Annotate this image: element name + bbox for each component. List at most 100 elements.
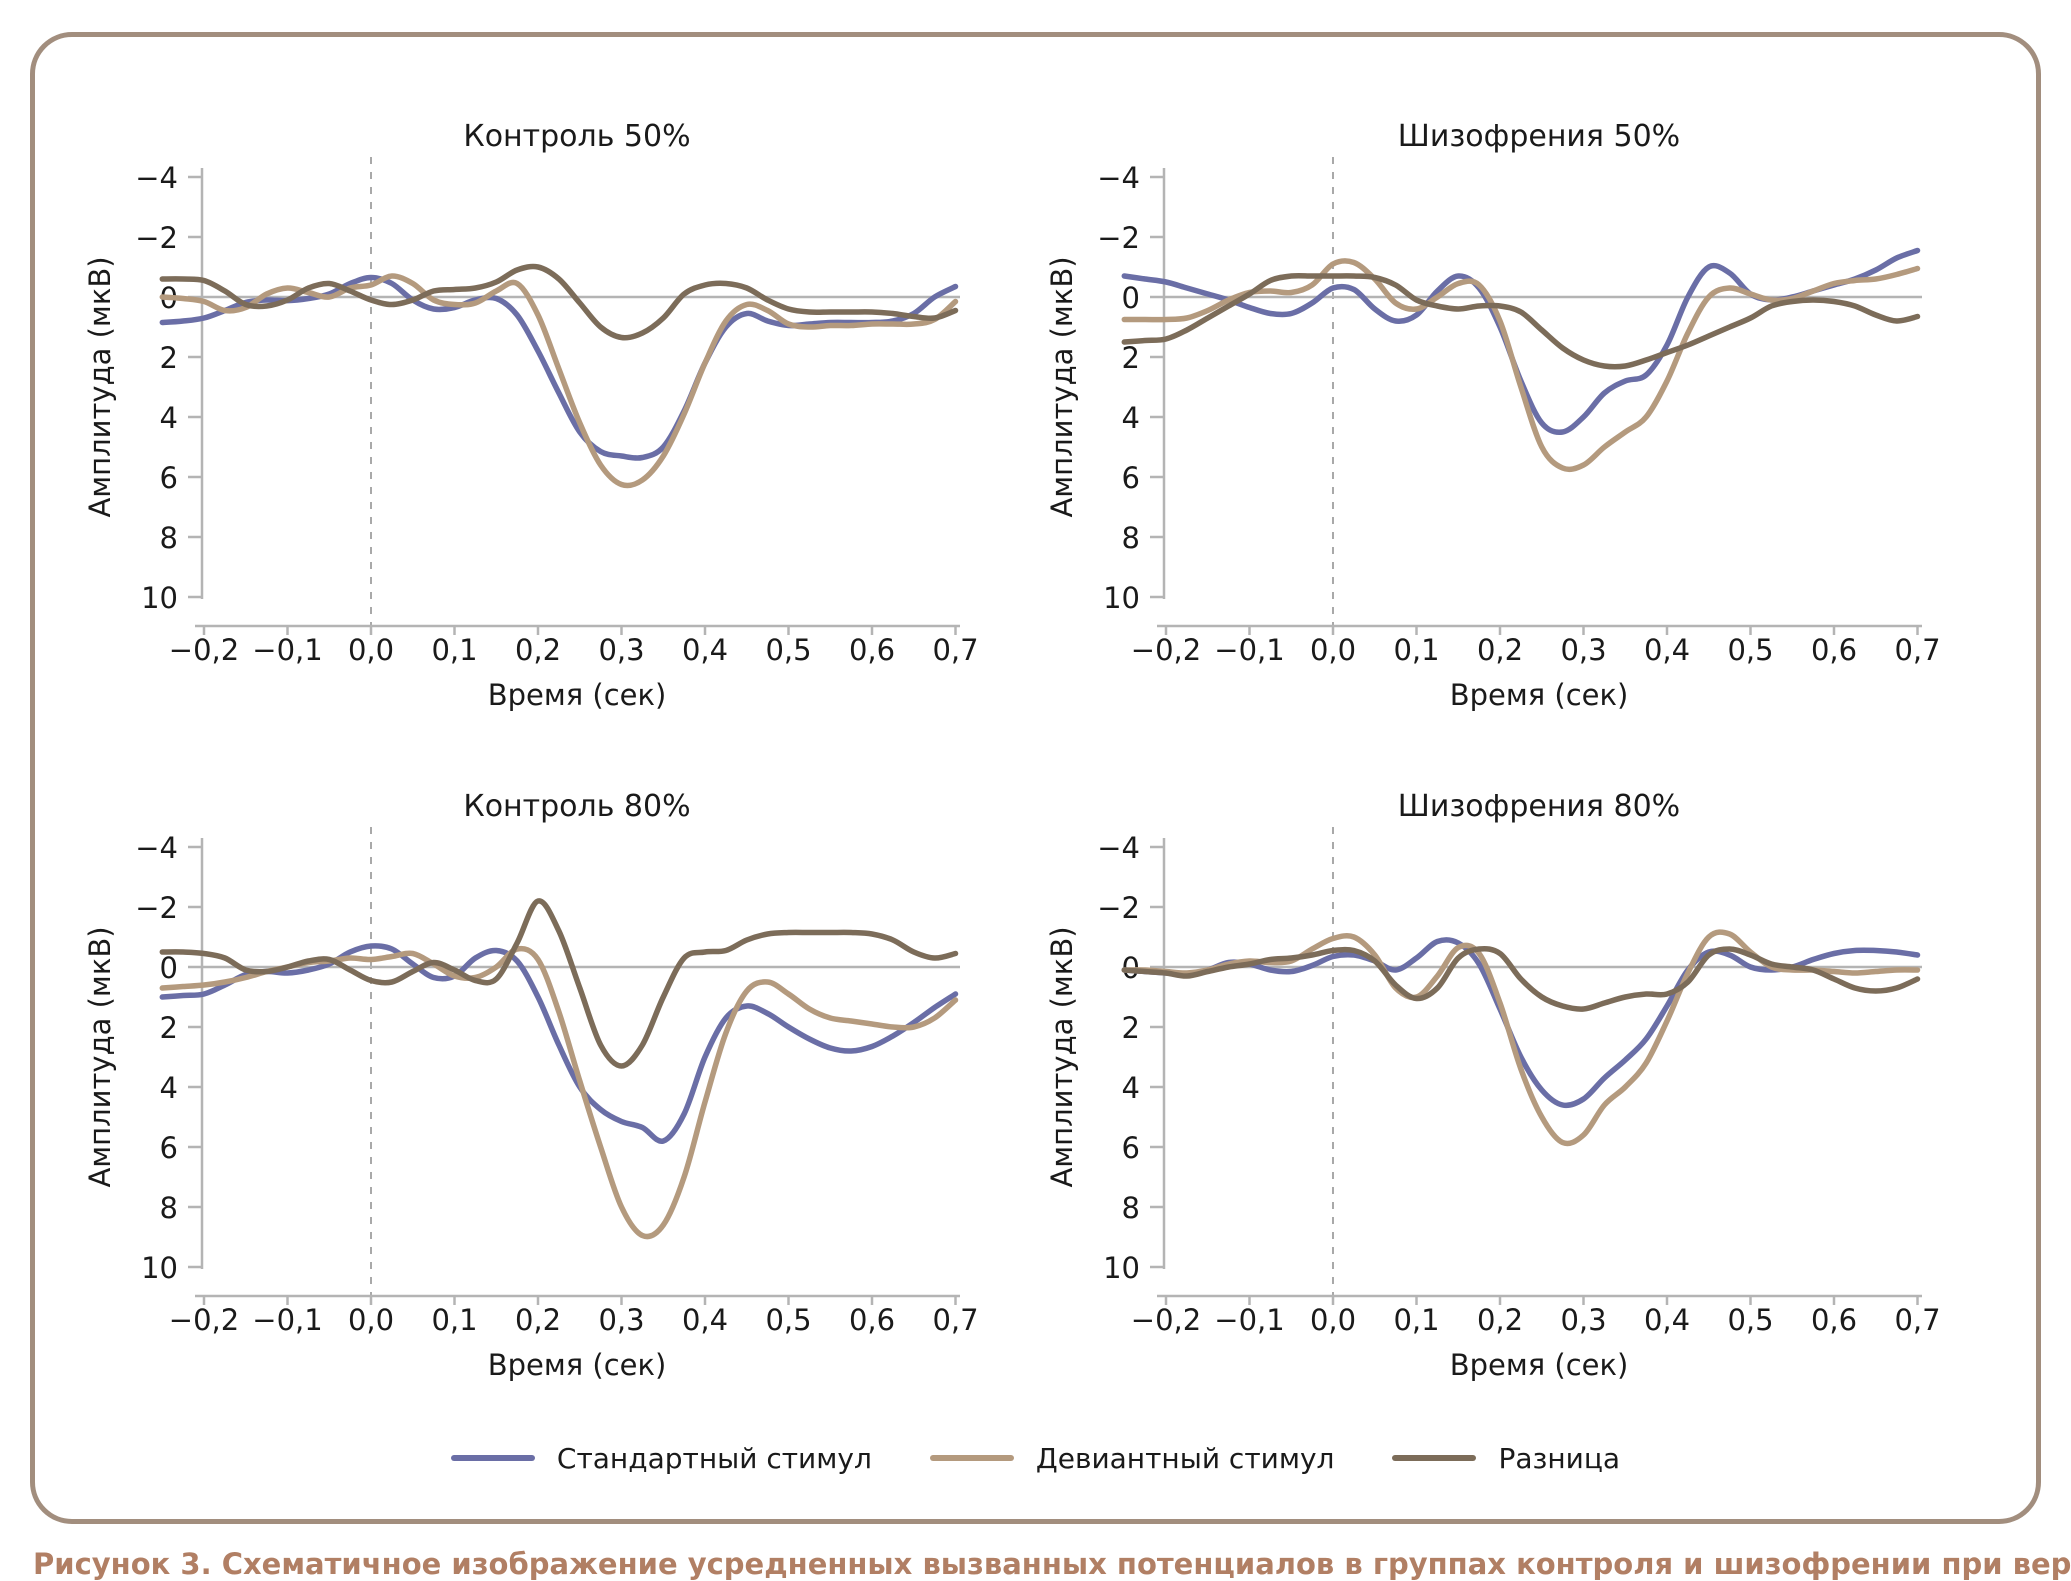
y-axis-label: Амплитуда (мкВ)	[83, 926, 117, 1187]
x-tick-label: −0,1	[1214, 1303, 1284, 1337]
y-tick-label: 8	[160, 1191, 178, 1225]
x-tick-label: 0,2	[1477, 1303, 1523, 1337]
y-tick-label: 6	[1122, 461, 1140, 495]
x-tick-label: 0,5	[765, 633, 811, 667]
legend: Стандартный стимул Девиантный стимул Раз…	[0, 1430, 2071, 1486]
x-tick-label: 0,5	[1727, 633, 1773, 667]
y-tick-label: 10	[1103, 581, 1140, 615]
y-tick-label: −4	[135, 161, 178, 195]
y-tick-label: 8	[1122, 521, 1140, 555]
deviant-stimulus-line-swatch	[929, 1455, 1014, 1461]
figure-caption: Рисунок 3. Схематичное изображение усред…	[33, 1547, 2071, 1581]
series-line-1	[159, 273, 959, 489]
y-tick-label: 4	[160, 1071, 178, 1105]
x-tick-label: 0,4	[682, 633, 728, 667]
x-tick-label: −0,1	[252, 633, 322, 667]
x-tick-label: 0,7	[932, 1303, 978, 1337]
x-tick-label: 0,1	[1393, 1303, 1439, 1337]
x-tick-label: 0,3	[598, 633, 644, 667]
x-axis-label: Время (сек)	[1450, 1348, 1629, 1382]
y-tick-label: 6	[160, 1131, 178, 1165]
x-tick-label: 0,6	[1811, 633, 1857, 667]
y-tick-label: −2	[135, 891, 178, 925]
y-tick-label: 8	[160, 521, 178, 555]
x-tick-label: 0,6	[849, 1303, 895, 1337]
x-tick-label: 0,4	[1644, 1303, 1690, 1337]
x-tick-label: 0,5	[765, 1303, 811, 1337]
legend-item-label: Стандартный стимул	[556, 1441, 872, 1475]
x-tick-label: −0,2	[169, 1303, 239, 1337]
x-axis-label: Время (сек)	[488, 678, 667, 712]
y-tick-label: 0	[160, 951, 178, 985]
series-line-1	[1121, 258, 1921, 473]
x-tick-label: 0,7	[1894, 1303, 1940, 1337]
x-tick-label: −0,2	[1131, 1303, 1201, 1337]
series-line-2	[159, 263, 959, 341]
x-tick-label: 0,1	[1393, 633, 1439, 667]
y-axis-label: Амплитуда (мкВ)	[1045, 926, 1079, 1187]
x-tick-label: 0,3	[1560, 1303, 1606, 1337]
y-tick-label: 2	[1122, 1011, 1140, 1045]
chart-title: Контроль 50%	[463, 119, 690, 154]
series-line-1	[159, 945, 959, 1240]
legend-item-label: Разница	[1498, 1441, 1621, 1475]
y-tick-label: 4	[1122, 401, 1140, 435]
x-tick-label: 0,1	[431, 1303, 477, 1337]
x-tick-label: −0,2	[169, 633, 239, 667]
x-tick-label: 0,7	[932, 633, 978, 667]
y-tick-label: −2	[135, 221, 178, 255]
y-tick-label: −2	[1097, 891, 1140, 925]
chart-title: Шизофрения 80%	[1398, 789, 1680, 824]
y-tick-label: 10	[1103, 1251, 1140, 1285]
chart-title: Шизофрения 50%	[1398, 119, 1680, 154]
x-tick-label: 0,0	[1310, 1303, 1356, 1337]
x-tick-label: 0,4	[1644, 633, 1690, 667]
legend-item-deviant: Девиантный стимул	[929, 1442, 1334, 1475]
x-tick-label: 0,0	[348, 633, 394, 667]
x-tick-label: 0,2	[1477, 633, 1523, 667]
x-tick-label: 0,5	[1727, 1303, 1773, 1337]
y-axis-label: Амплитуда (мкВ)	[1045, 256, 1079, 517]
chart-panel-1: −4 −2 0 2 4 6 8 10 −0,2 −0,1 0,0 0,1 0,2 0,3 0,4 0,5 0,6…	[1045, 119, 1941, 712]
series-line-2	[1121, 272, 1921, 370]
difference-line-swatch	[1392, 1455, 1477, 1461]
x-tick-label: 0,3	[598, 1303, 644, 1337]
series-line-2	[1121, 945, 1921, 1012]
legend-item-difference: Разница	[1392, 1442, 1620, 1475]
legend-item-standard: Стандартный стимул	[450, 1441, 872, 1475]
x-tick-label: 0,0	[1310, 633, 1356, 667]
series-line-0	[1121, 247, 1921, 435]
series-line-2	[159, 898, 959, 1069]
y-tick-label: 4	[160, 401, 178, 435]
chart-title: Контроль 80%	[463, 789, 690, 824]
x-tick-label: 0,3	[1560, 633, 1606, 667]
x-tick-label: 0,7	[1894, 633, 1940, 667]
x-tick-label: 0,6	[849, 633, 895, 667]
series-line-0	[159, 274, 959, 461]
y-tick-label: 6	[160, 461, 178, 495]
y-tick-label: 2	[160, 341, 178, 375]
y-tick-label: 0	[1122, 281, 1140, 315]
y-tick-label: 4	[1122, 1071, 1140, 1105]
y-tick-label: 6	[1122, 1131, 1140, 1165]
y-tick-label: −4	[135, 831, 178, 865]
y-tick-label: −4	[1097, 831, 1140, 865]
y-tick-label: 2	[1122, 341, 1140, 375]
figure-border	[30, 32, 2041, 1524]
x-tick-label: 0,6	[1811, 1303, 1857, 1337]
standard-stimulus-line-swatch	[450, 1455, 535, 1461]
x-tick-label: 0,1	[431, 633, 477, 667]
chart-panel-2: −4 −2 0 2 4 6 8 10 −0,2 −0,1 0,0 0,1 0,2 0,3 0,4 0,5 0,6…	[83, 789, 979, 1382]
series-line-0	[159, 943, 959, 1144]
x-tick-label: 0,0	[348, 1303, 394, 1337]
x-axis-label: Время (сек)	[488, 1348, 667, 1382]
x-tick-label: 0,2	[515, 633, 561, 667]
y-tick-label: −4	[1097, 161, 1140, 195]
x-tick-label: 0,4	[682, 1303, 728, 1337]
y-axis-label: Амплитуда (мкВ)	[83, 256, 117, 517]
y-tick-label: 2	[160, 1011, 178, 1045]
y-tick-label: 10	[141, 1251, 178, 1285]
